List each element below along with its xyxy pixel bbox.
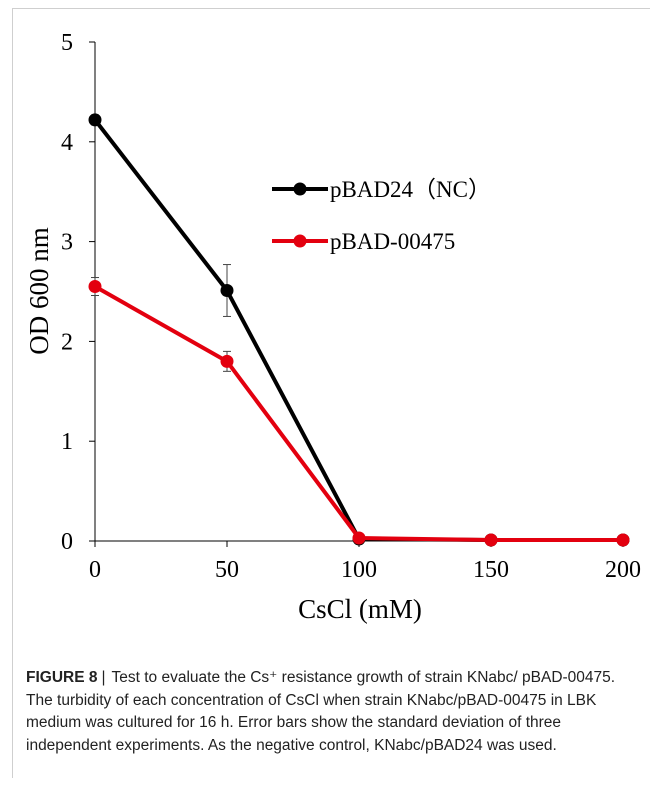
legend-label: pBAD-00475 xyxy=(330,229,455,254)
legend-label: pBAD24（NC） xyxy=(330,177,491,202)
y-tick-label: 0 xyxy=(61,529,73,555)
data-point xyxy=(88,280,102,294)
x-tick-label: 0 xyxy=(89,557,101,583)
x-axis-title: CsCl (mM) xyxy=(298,594,422,624)
figure-caption: FIGURE 8 | Test to evaluate the Cs⁺ resist… xyxy=(26,667,636,757)
x-tick-label: 150 xyxy=(473,557,509,583)
x-tick-label: 50 xyxy=(215,557,239,583)
legend-marker xyxy=(293,182,307,196)
caption-separator: | xyxy=(101,669,106,686)
caption-text: Test to evaluate the Cs⁺ resistance grow… xyxy=(26,669,616,754)
chart-legend: pBAD24（NC） pBAD-00475 xyxy=(272,177,491,254)
y-axis-title: OD 600 nm xyxy=(24,227,54,355)
x-tick-label: 200 xyxy=(605,557,641,583)
y-tick-label: 5 xyxy=(61,30,73,56)
figure-label: FIGURE 8 xyxy=(26,669,98,686)
series-2 xyxy=(88,277,630,547)
y-tick-label: 4 xyxy=(61,130,73,156)
data-point xyxy=(484,533,498,547)
data-point xyxy=(88,113,102,127)
chart-series xyxy=(88,113,630,547)
x-tick-label: 100 xyxy=(341,557,377,583)
y-tick-label: 2 xyxy=(61,329,73,355)
data-point xyxy=(220,284,234,298)
data-point xyxy=(352,531,366,545)
figure-frame xyxy=(12,8,650,778)
legend-marker xyxy=(293,234,307,248)
series-line xyxy=(94,284,623,543)
y-tick-label: 1 xyxy=(61,429,73,455)
data-point xyxy=(616,533,630,547)
y-tick-label: 3 xyxy=(61,230,73,256)
data-point xyxy=(220,354,234,368)
